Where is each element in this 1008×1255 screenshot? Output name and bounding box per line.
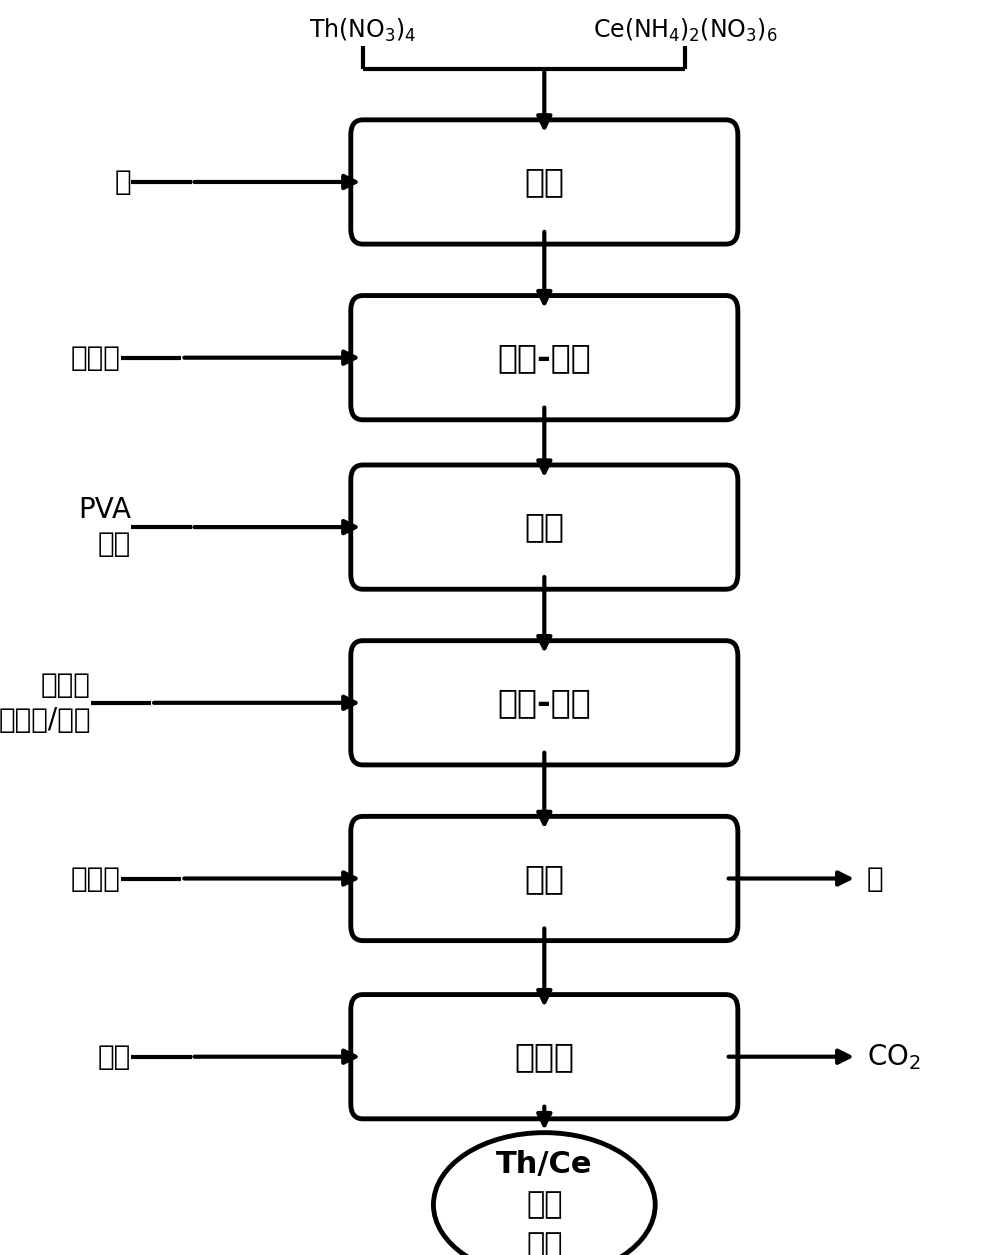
Text: 胶凝: 胶凝	[524, 511, 564, 543]
Text: 水: 水	[115, 168, 131, 196]
FancyBboxPatch shape	[351, 119, 738, 243]
Text: 溶解: 溶解	[524, 166, 564, 198]
Text: 干燥: 干燥	[524, 862, 564, 895]
FancyBboxPatch shape	[351, 466, 738, 590]
Text: 浓氨水
稀氨水/乙醇: 浓氨水 稀氨水/乙醇	[0, 671, 91, 734]
Text: 水蒸气: 水蒸气	[72, 865, 121, 892]
Text: Ce(NH$_4$)$_2$(NO$_3$)$_6$: Ce(NH$_4$)$_2$(NO$_3$)$_6$	[593, 16, 778, 44]
Text: Th(NO$_3$)$_4$: Th(NO$_3$)$_4$	[309, 16, 416, 44]
Text: 陈化-洗涤: 陈化-洗涤	[497, 686, 592, 719]
Text: 沉淀-聚合: 沉淀-聚合	[497, 341, 592, 374]
Text: CO$_2$: CO$_2$	[867, 1042, 920, 1072]
Text: PVA
氨水: PVA 氨水	[78, 496, 131, 558]
FancyBboxPatch shape	[351, 816, 738, 941]
Text: 水: 水	[867, 865, 883, 892]
Text: 空气: 空气	[98, 1043, 131, 1071]
Text: 浓氨水: 浓氨水	[72, 344, 121, 371]
Ellipse shape	[433, 1132, 655, 1255]
FancyBboxPatch shape	[351, 295, 738, 419]
FancyBboxPatch shape	[351, 640, 738, 764]
Text: 热处理: 热处理	[514, 1040, 575, 1073]
Text: Th/Ce
陶瓷
微球: Th/Ce 陶瓷 微球	[496, 1150, 593, 1255]
FancyBboxPatch shape	[351, 994, 738, 1119]
